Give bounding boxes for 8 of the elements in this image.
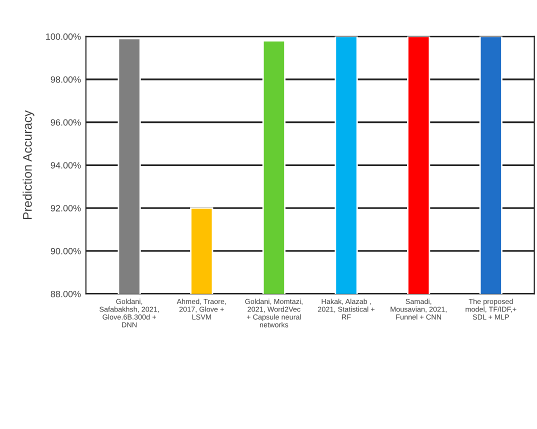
- y-tick-label: 98.00%: [50, 76, 81, 83]
- y-tick-label: 88.00%: [50, 290, 81, 298]
- y-tick-label: 96.00%: [50, 119, 81, 126]
- y-tick-label: 92.00%: [50, 205, 81, 212]
- y-tick-label: 94.00%: [50, 162, 81, 169]
- y-tick-label: 100.00%: [46, 33, 81, 40]
- y-tick-label: 90.00%: [50, 248, 81, 254]
- y-axis-title: Prediction Accuracy: [22, 110, 34, 220]
